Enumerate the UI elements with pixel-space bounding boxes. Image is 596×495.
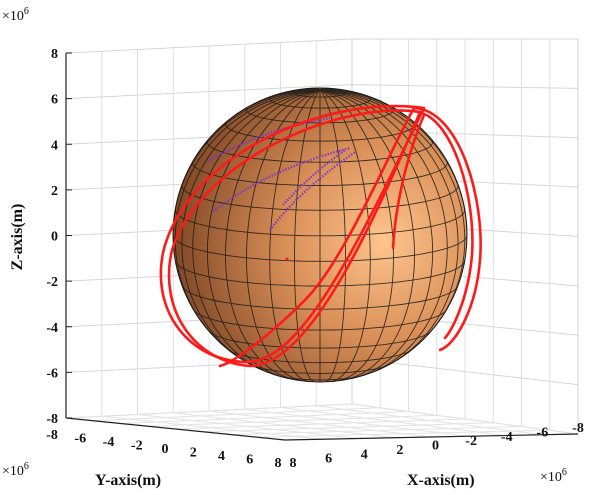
ground-track-segment: [269, 151, 356, 231]
axes: [65, 52, 579, 441]
x-tick-label: 6: [325, 452, 332, 467]
y-tick-label: -2: [131, 439, 143, 454]
z-tick-label: -8: [46, 412, 58, 427]
y-tick-label: -8: [46, 428, 58, 443]
z-tick-label: 6: [51, 93, 58, 108]
earth-sphere: [172, 87, 468, 383]
x-tick-label: 0: [432, 439, 439, 454]
ground-track-segment: [212, 146, 351, 213]
z-axis-label: Z-axis(m): [9, 204, 26, 271]
x-axis-line: [284, 433, 579, 441]
sphere-meridian: [192, 89, 321, 378]
x-tick-label: 2: [396, 443, 403, 458]
grid-line: [202, 422, 494, 433]
y-tick-label: 4: [218, 449, 225, 464]
y-axis-label: Y-axis(m): [95, 472, 161, 489]
x-tick-label: -2: [465, 434, 477, 449]
z-tick-label: -2: [46, 275, 58, 290]
x-tick-label: 4: [361, 447, 368, 462]
sphere-meridian: [173, 89, 321, 251]
sphere-meridian: [319, 88, 331, 91]
sphere-meridian: [319, 88, 325, 91]
sphere-meridian: [319, 89, 467, 251]
y-tick-label: -6: [74, 432, 86, 447]
x-tick-label: -6: [537, 425, 549, 440]
grid-line: [316, 405, 542, 436]
x-tick-label: 8: [290, 456, 297, 471]
sphere-meridian: [319, 89, 459, 369]
sphere-meridian: [181, 89, 321, 369]
z-tick-label: 4: [51, 138, 58, 153]
sphere-meridian: [319, 89, 428, 136]
z-tick-label: 0: [51, 230, 58, 245]
marker-point: [285, 257, 289, 261]
orbit-arc: [412, 106, 482, 352]
orbit-arc: [167, 109, 422, 368]
y-axis-line: [65, 417, 286, 441]
sphere-meridian: [319, 89, 434, 380]
x-tick-label: -8: [572, 421, 584, 436]
z-exponent-label: ×106: [2, 6, 29, 24]
y-tick-label: 6: [246, 453, 253, 468]
z-tick-label: 2: [51, 184, 58, 199]
z-tick-label: -6: [46, 366, 58, 381]
grid-line: [351, 403, 579, 435]
grid-line: [208, 410, 432, 438]
y-tick-label: 8: [275, 456, 282, 471]
orbit-arc: [218, 106, 416, 368]
x-tick-label: -4: [501, 430, 513, 445]
orbit-trajectory: [159, 104, 482, 368]
ground-track: [207, 116, 356, 261]
y-tick-label: -4: [103, 435, 115, 450]
orbit-arc: [391, 113, 426, 250]
grid-line: [257, 429, 550, 438]
y-tick-label: 2: [190, 446, 197, 461]
grid-line: [230, 426, 522, 435]
z-tick-label: -4: [46, 321, 58, 336]
sphere-meridian: [174, 89, 321, 346]
ground-track-segment: [207, 116, 331, 163]
sphere-meridian: [319, 89, 466, 346]
sphere-meridian: [212, 89, 321, 136]
orbit-arc: [159, 104, 426, 364]
y-tick-label: 0: [162, 442, 169, 457]
orbit-arc: [416, 110, 474, 340]
z-tick-label: 8: [51, 47, 58, 62]
grid-line: [244, 408, 469, 437]
sphere-meridian: [319, 89, 415, 382]
x-axis-label: X-axis(m): [407, 472, 475, 489]
sphere-meridian: [269, 90, 321, 382]
y-exponent-label: ×106: [2, 461, 29, 479]
grid-line: [280, 407, 505, 436]
x-exponent-label: ×106: [540, 467, 567, 485]
